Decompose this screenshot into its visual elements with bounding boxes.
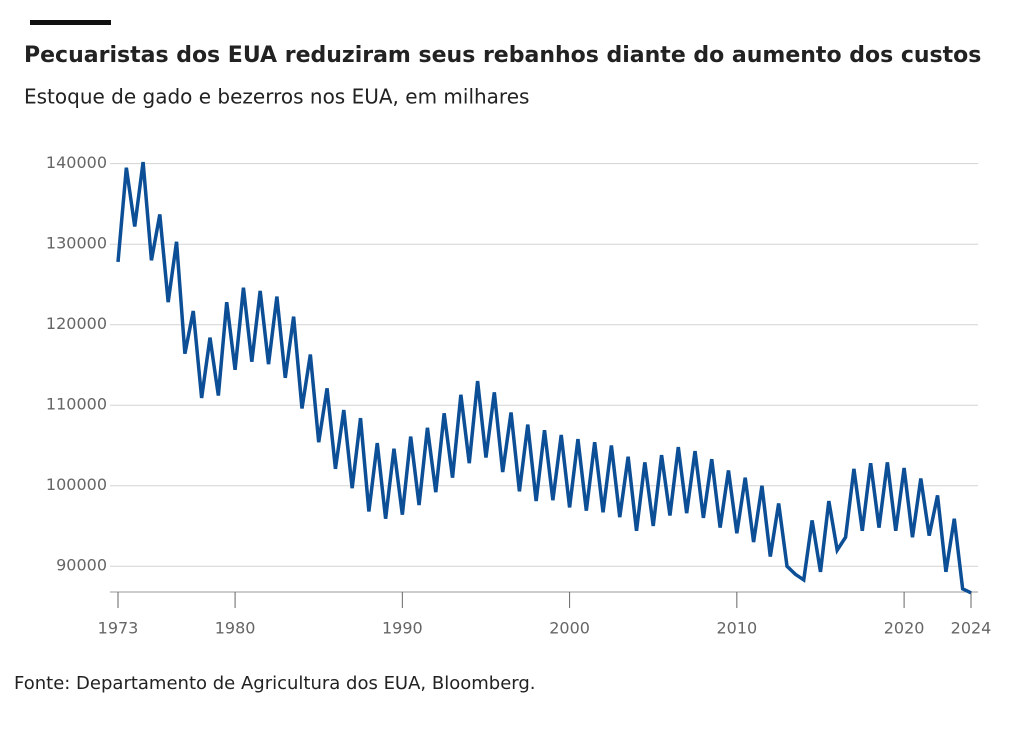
- y-tick-label: 110000: [46, 395, 107, 414]
- source-note: Fonte: Departamento de Agricultura dos E…: [14, 673, 536, 694]
- x-tick-label: 1990: [382, 619, 423, 638]
- x-tick-label: 2010: [716, 619, 757, 638]
- x-tick-label: 2024: [951, 619, 992, 638]
- y-tick-label: 120000: [46, 314, 107, 333]
- title-bar: [30, 20, 111, 25]
- x-tick-label: 2000: [549, 619, 590, 638]
- x-tick-label: 1973: [98, 619, 139, 638]
- chart-subtitle: Estoque de gado e bezerros nos EUA, em m…: [24, 85, 529, 109]
- y-tick-label: 130000: [46, 234, 107, 253]
- data-line: [116, 161, 972, 595]
- y-tick-label: 90000: [56, 556, 107, 575]
- chart-title: Pecuaristas dos EUA reduziram seus reban…: [24, 43, 981, 68]
- x-tick-label: 2020: [884, 619, 925, 638]
- x-tick-label: 1980: [215, 619, 256, 638]
- y-tick-label: 140000: [46, 153, 107, 172]
- y-tick-label: 100000: [46, 475, 107, 494]
